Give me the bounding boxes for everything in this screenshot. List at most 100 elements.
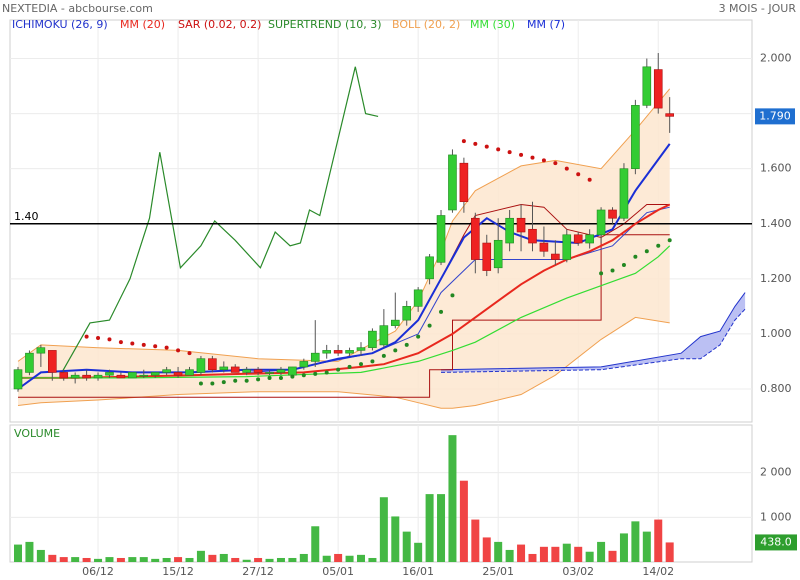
volume-bar [448,435,457,562]
last-volume-box [755,534,797,551]
last-price-label: 1.790 [759,109,791,122]
volume-bar [368,557,377,562]
volume-bar [242,559,251,562]
volume-bar [459,480,468,562]
sar-dot [84,334,89,339]
sar-dot [301,373,306,378]
sar-dot [610,268,615,273]
candle-body [539,242,549,252]
volume-bar [322,555,331,562]
candle-body [105,372,114,376]
candle-body [230,366,240,373]
y-tick-label: 1 000 [760,510,792,523]
candle-body [276,369,286,373]
volume-bar [345,555,354,562]
volume-bar [402,531,411,562]
volume-bar [265,558,274,562]
sar-dot [267,375,272,380]
volume-bar [597,541,606,562]
candle-body [448,154,457,211]
volume-bar [276,557,285,562]
volume-bar [48,554,57,562]
candle-body [585,234,594,244]
candle-body [196,358,206,373]
sar-dot [210,381,215,386]
sar-dot [450,293,455,298]
sar-dot [599,271,604,276]
candle-body [116,374,126,379]
x-tick-label: 25/01 [482,565,514,578]
sar-dot [381,353,386,358]
candle-body [310,352,320,362]
sar-dot [496,147,501,152]
candle-body [13,369,23,390]
volume-bar [174,557,183,562]
sar-dot [164,345,169,350]
volume-bar [299,553,308,562]
candle-body [596,209,606,236]
volume-bar [414,542,423,562]
volume-bar [517,544,526,562]
candle-body [299,361,309,368]
sar-dot [427,323,432,328]
candle-body [253,369,263,373]
y-tick-label: 2.000 [760,52,792,65]
legend-entry: SUPERTREND (10, 3) [268,18,382,31]
volume-bar [608,550,617,562]
volume-bar [562,543,571,562]
candle-body [82,374,91,379]
sar-dot [553,161,558,166]
volume-bar [196,550,205,562]
sar-dot [633,254,638,259]
sar-dot [587,177,592,182]
sar-dot [473,141,478,146]
sar-dot [324,370,329,375]
ichimoku-span-a [440,292,746,371]
sar-dot [530,155,535,160]
volume-bar [288,557,297,562]
volume-bar [379,497,388,562]
y-tick-label: 0.800 [760,382,792,395]
candle-body [139,374,149,377]
candle-body [493,239,503,269]
candle-body [631,105,640,169]
candle-body [208,358,217,370]
sar-dot [278,375,283,380]
candle-body [390,319,400,326]
volume-bar [631,521,640,562]
last-price-box [755,108,795,125]
sar-dot [507,150,512,155]
candle-body [413,289,423,307]
volume-bar [585,551,594,562]
volume-bar [36,549,45,562]
x-tick-label: 14/02 [642,565,674,578]
volume-bar [334,553,343,562]
candle-body [150,372,160,376]
sar-dot [290,374,295,379]
candle-body [242,369,251,373]
volume-bar [128,557,137,562]
volume-bar [185,557,194,562]
volume-title: VOLUME [14,427,60,440]
sar-dot [358,362,363,367]
candle-body [551,253,560,260]
candle-body [345,350,354,354]
volume-bar [425,494,434,562]
sar-dot [256,377,261,382]
volume-bar [208,554,217,562]
volume-bar [665,542,674,562]
ichimoku-line [440,203,670,280]
volume-bar [25,541,34,562]
sar-dot [118,340,123,345]
sar-dot [370,359,375,364]
candle-body [528,228,537,244]
x-tick-label: 15/12 [162,565,194,578]
sar-dot [244,378,249,383]
sar-dot [541,158,546,163]
last-volume-label: 438.0 [760,535,792,548]
sar-dot [347,364,352,369]
legend-entry: SAR (0.02, 0.2) [178,18,261,31]
volume-bar [254,557,263,562]
sar-dot [416,334,421,339]
